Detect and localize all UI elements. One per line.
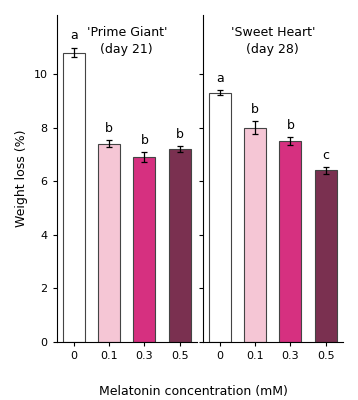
Text: b: b	[105, 122, 113, 135]
Text: b: b	[140, 134, 148, 147]
Text: a: a	[70, 29, 78, 42]
Text: Melatonin concentration (mM): Melatonin concentration (mM)	[99, 385, 288, 398]
Bar	[209, 93, 231, 342]
Bar	[315, 170, 337, 342]
Bar	[169, 149, 190, 342]
Bar	[244, 128, 266, 342]
Text: 'Sweet Heart'
(day 28): 'Sweet Heart' (day 28)	[231, 26, 315, 56]
Bar	[63, 52, 85, 342]
Text: 'Prime Giant'
(day 21): 'Prime Giant' (day 21)	[87, 26, 167, 56]
Text: b: b	[176, 128, 184, 141]
Bar	[98, 144, 120, 342]
Bar	[134, 157, 155, 342]
Text: a: a	[216, 72, 224, 85]
Text: b: b	[286, 118, 294, 132]
Text: c: c	[322, 149, 329, 162]
Bar	[280, 141, 301, 342]
Y-axis label: Weight loss (%): Weight loss (%)	[15, 130, 28, 227]
Text: b: b	[251, 102, 259, 116]
